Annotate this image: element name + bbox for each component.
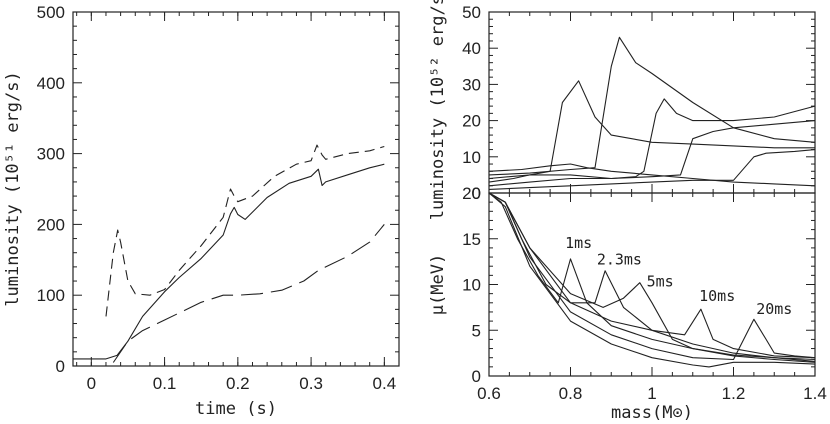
x-axis-title: mass(M⊙) [611,403,693,423]
y-tick-label: 50 [462,3,481,22]
series-line-2 [105,144,385,317]
y-axis-title: μ(MeV) [428,254,448,315]
series-line-4 [488,192,816,359]
series-line-1 [73,163,385,360]
series-line-3 [488,98,816,180]
x-tick-label: 1 [647,384,656,403]
y-tick-label: 200 [37,215,65,234]
series-annotation: 10ms [699,287,735,305]
y-tick-label: 20 [462,184,481,203]
series-line-5 [488,149,816,190]
series-annotation: 5ms [647,272,674,290]
y-tick-label: 400 [37,74,65,93]
y-tick-label: 10 [462,276,481,295]
y-tick-label: 30 [462,75,481,94]
x-tick-label: 1.4 [803,384,827,403]
x-tick-label: 0.1 [153,374,177,393]
y-tick-label: 20 [462,112,481,131]
series-annotation: 20ms [756,300,792,318]
series-line-2 [488,36,816,176]
series-line-6 [488,163,816,187]
y-tick-label: 15 [462,230,481,249]
y-tick-label: 0 [472,367,481,386]
x-tick-label: 0.3 [299,374,323,393]
series-line-6 [488,192,816,368]
y-tick-label: 0 [56,357,65,376]
y-axis-title: luminosity (10⁵¹ erg/s) [3,71,23,306]
y-tick-label: 10 [462,148,481,167]
series-line-5 [488,192,816,361]
plot-frame [488,11,816,194]
y-tick-label: 500 [37,3,65,22]
x-tick-label: 0.8 [559,384,583,403]
y-tick-label: 300 [37,145,65,164]
y-tick-label: 100 [37,286,65,305]
chart-panel-3: 0 5 10 15 20 0.6 0.8 1 1.2 1.4 1ms 2.3ms 5ms 10ms 20ms… [428,184,827,423]
x-axis-title: time (s) [195,399,277,419]
x-tick-label: 1.2 [722,384,746,403]
y-tick-label: 5 [472,321,481,340]
y-tick-label: 0 [472,184,481,203]
y-tick-label: 40 [462,39,481,58]
x-tick-label: 0.2 [226,374,250,393]
chart-panel-2: 0 10 20 30 40 50 luminosity (10⁵² erg/s) [428,0,816,220]
series-line-4 [488,120,816,187]
series-annotation: 1ms [565,234,592,252]
x-tick-label: 0.6 [477,384,501,403]
x-tick-label: 0.4 [373,374,397,393]
series-annotation: 2.3ms [597,250,642,268]
plot-frame [72,11,400,367]
y-axis-title: luminosity (10⁵² erg/s) [428,0,448,220]
series-line-3 [112,224,385,363]
x-tick-label: 0 [87,374,96,393]
chart-panel-1: 0 100 200 300 400 500 0 0.1 0.2 0.3 0.4 time (s) lum… [3,3,400,419]
